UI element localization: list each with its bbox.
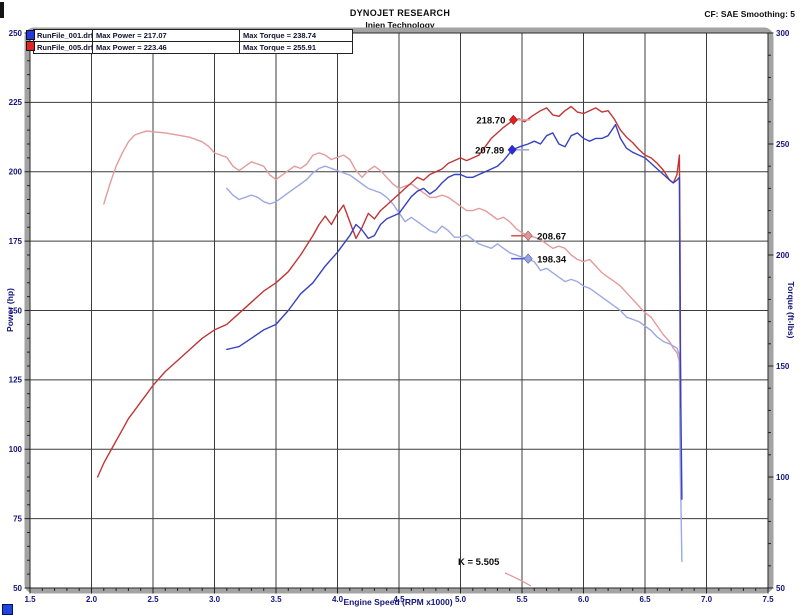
x-tick-label: 6.5 <box>639 595 651 604</box>
marker-value-label: 207.89 <box>475 145 504 156</box>
torque-tick-label: 50 <box>776 584 785 593</box>
k-value-annotation: K = 5.505 <box>458 557 500 568</box>
torque-tick-label: 200 <box>776 251 790 260</box>
x-tick-label: 4.0 <box>332 595 344 604</box>
legend-row-run-005[interactable]: RunFile_005.drf Max Power = 223.46 Max T… <box>34 41 352 53</box>
curve-runfile-001-torque <box>226 165 683 563</box>
torque-tick-label: 100 <box>776 473 790 482</box>
page-subtitle: Injen Technology <box>365 20 435 30</box>
legend: RunFile_001.drf Max Power = 217.07 Max T… <box>33 29 353 54</box>
annotation-pointer-line <box>504 572 532 587</box>
window-artifact-icon <box>0 2 4 18</box>
power-tick-label: 50 <box>13 584 22 593</box>
marker-diamond-icon <box>523 253 533 264</box>
x-tick-label: 3.0 <box>209 595 221 604</box>
page-title: DYNOJET RESEARCH <box>349 8 451 18</box>
x-tick-label: 2.5 <box>147 595 159 604</box>
marker-diamond-icon <box>508 114 518 126</box>
x-tick-label: 6.0 <box>578 595 590 604</box>
correction-smoothing-info: CF: SAE Smoothing: 5 <box>704 9 795 19</box>
curve-runfile-001-power <box>226 123 683 500</box>
run-005-swatch-icon <box>26 41 35 51</box>
run-001-swatch-icon <box>26 30 35 40</box>
legend-max-torque: Max Torque = 255.91 <box>243 43 317 52</box>
legend-row-run-001[interactable]: RunFile_001.drf Max Power = 217.07 Max T… <box>34 30 352 41</box>
curve-runfile-005-torque <box>103 130 682 500</box>
power-tick-label: 200 <box>9 168 23 177</box>
legend-max-power: Max Power = 223.46 <box>93 42 240 53</box>
marker-value-label: 218.70 <box>476 115 505 126</box>
torque-tick-label: 300 <box>776 29 790 38</box>
x-tick-label: 3.5 <box>270 595 282 604</box>
torque-tick-label: 250 <box>776 140 790 149</box>
marker-diamond-icon <box>507 144 517 156</box>
power-tick-label: 125 <box>9 376 23 385</box>
power-tick-label: 100 <box>9 445 23 454</box>
power-tick-label: 225 <box>9 98 23 107</box>
legend-max-power: Max Power = 217.07 <box>93 30 240 41</box>
x-tick-label: 5.0 <box>455 595 467 604</box>
x-tick-label: 1.5 <box>24 595 36 604</box>
power-axis-title: Power (hp) <box>5 288 15 332</box>
legend-file-name: RunFile_001.drf <box>34 30 93 41</box>
marker-value-label: 208.67 <box>537 231 566 242</box>
x-tick-label: 5.5 <box>516 595 528 604</box>
rpm-axis-title: Engine Speed (RPM x1000) <box>343 597 453 607</box>
x-tick-label: 7.0 <box>701 595 713 604</box>
power-tick-label: 150 <box>9 306 23 315</box>
power-tick-label: 75 <box>13 514 22 523</box>
x-tick-label: 4.5 <box>393 595 405 604</box>
x-tick-label: 7.5 <box>762 595 774 604</box>
power-tick-label: 250 <box>9 29 23 38</box>
torque-tick-label: 150 <box>776 362 790 371</box>
legend-max-torque: Max Torque = 238.74 <box>243 31 317 40</box>
curve-runfile-005-power <box>96 105 682 478</box>
marker-diamond-icon <box>523 230 533 241</box>
x-tick-label: 2.0 <box>86 595 98 604</box>
marker-value-label: 198.34 <box>537 254 567 265</box>
power-tick-label: 175 <box>9 237 23 246</box>
legend-file-name: RunFile_005.drf <box>34 42 93 53</box>
torque-axis-title: Torque (ft-lbs) <box>786 281 796 339</box>
